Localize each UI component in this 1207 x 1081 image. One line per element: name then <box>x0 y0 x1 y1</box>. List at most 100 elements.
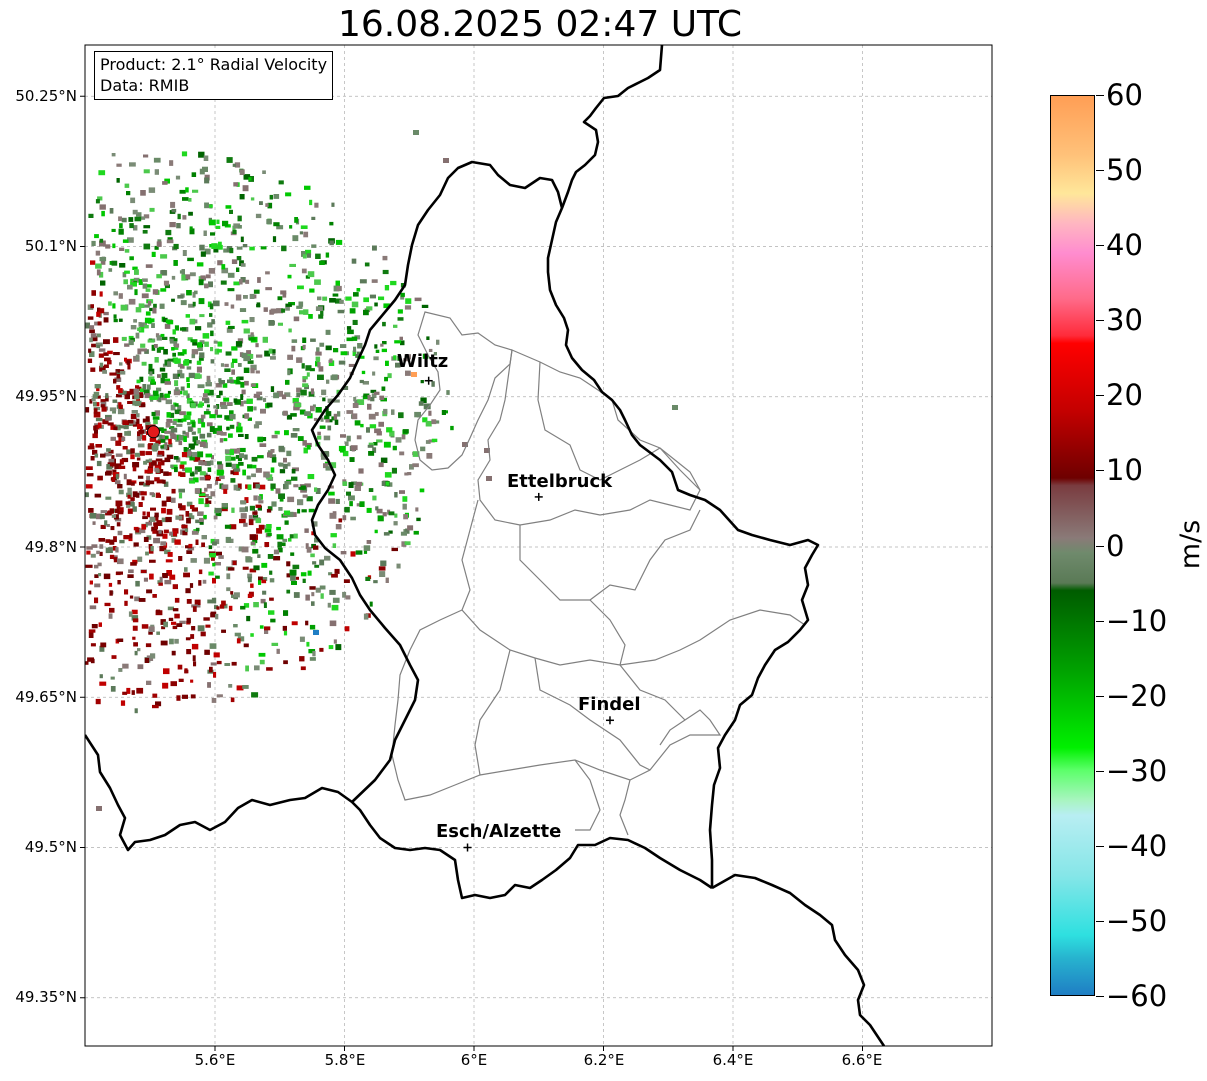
echo-pixel <box>276 526 281 531</box>
echo-pixel <box>177 352 185 356</box>
echo-pixel <box>132 400 136 406</box>
echo-pixel <box>168 442 173 448</box>
echo-pixel <box>96 311 101 317</box>
echo-pixel <box>314 487 318 492</box>
echo-pixel <box>112 243 116 249</box>
echo-pixel <box>340 448 344 453</box>
echo-pixel <box>484 448 490 453</box>
echo-pixel <box>155 440 161 445</box>
echo-pixel <box>257 505 262 511</box>
echo-pixel <box>89 513 97 519</box>
echo-pixel <box>278 445 285 452</box>
echo-pixel <box>363 309 369 316</box>
echo-pixel <box>217 463 224 470</box>
echo-pixel <box>369 424 377 429</box>
echo-pixel <box>203 514 207 519</box>
echo-pixel <box>116 163 122 167</box>
echo-pixel <box>279 542 286 546</box>
echo-pixel <box>110 526 115 531</box>
echo-pixel <box>305 249 312 256</box>
echo-pixel <box>109 208 114 214</box>
echo-pixel <box>215 512 222 517</box>
echo-pixel <box>204 398 210 404</box>
echo-pixel <box>325 419 330 423</box>
echo-pixel <box>156 387 162 392</box>
echo-pixel <box>175 515 183 520</box>
echo-pixel <box>300 225 308 229</box>
echo-pixel <box>151 344 156 351</box>
echo-pixel <box>160 445 168 450</box>
echo-pixel <box>215 575 220 579</box>
echo-pixel <box>243 522 248 527</box>
echo-pixel <box>258 524 265 530</box>
echo-pixel <box>204 487 208 492</box>
echo-pixel <box>310 338 316 342</box>
echo-pixel <box>354 335 361 340</box>
echo-pixel <box>247 576 252 583</box>
echo-pixel <box>145 288 151 292</box>
echo-pixel <box>151 461 157 466</box>
echo-pixel <box>153 419 158 425</box>
echo-pixel <box>414 297 422 302</box>
echo-pixel <box>186 411 192 416</box>
echo-pixel <box>247 593 253 598</box>
echo-pixel <box>305 594 310 601</box>
echo-pixel <box>163 378 171 382</box>
echo-pixel <box>188 513 193 519</box>
echo-pixel <box>186 393 190 399</box>
echo-pixel <box>143 225 151 229</box>
echo-pixel <box>152 416 160 420</box>
echo-pixel <box>89 605 97 610</box>
echo-pixel <box>108 268 113 272</box>
echo-pixel <box>222 383 228 388</box>
echo-pixel <box>393 324 398 328</box>
echo-pixel <box>270 467 275 473</box>
echo-pixel <box>311 216 316 220</box>
echo-pixel <box>192 301 196 307</box>
echo-pixel <box>209 204 213 208</box>
echo-pixel <box>236 487 241 491</box>
echo-pixel <box>131 690 135 695</box>
echo-pixel <box>220 401 227 407</box>
echo-pixel <box>379 571 386 577</box>
echo-pixel <box>290 552 295 556</box>
echo-pixel <box>169 531 173 536</box>
echo-pixel <box>237 455 242 462</box>
echo-pixel <box>231 369 235 375</box>
echo-pixel <box>378 421 384 427</box>
echo-pixel <box>89 580 93 585</box>
echo-pixel <box>185 527 189 532</box>
echo-pixel <box>338 360 346 365</box>
echo-pixel <box>161 372 168 379</box>
echo-pixel <box>351 301 359 308</box>
echo-pixel <box>285 303 292 307</box>
echo-pixel <box>247 464 253 469</box>
echo-pixel <box>94 234 99 239</box>
echo-pixel <box>301 509 307 513</box>
echo-pixel <box>301 251 306 257</box>
echo-pixel <box>384 285 390 291</box>
echo-pixel <box>335 239 343 245</box>
echo-pixel <box>249 246 255 251</box>
echo-pixel <box>322 296 328 301</box>
echo-pixel <box>174 638 179 644</box>
echo-pixel <box>281 308 286 313</box>
echo-pixel <box>276 308 284 314</box>
echo-pixel <box>240 400 244 407</box>
echo-pixel <box>145 459 151 463</box>
radar-echoes <box>85 130 678 811</box>
echo-pixel <box>238 433 244 437</box>
echo-pixel <box>249 293 255 299</box>
echo-pixel <box>219 483 224 489</box>
echo-pixel <box>152 289 159 295</box>
echo-pixel <box>237 483 242 490</box>
echo-pixel <box>444 410 448 414</box>
echo-pixel <box>127 364 131 370</box>
echo-pixel <box>95 250 101 256</box>
echo-pixel <box>252 511 258 515</box>
echo-pixel <box>221 264 226 270</box>
echo-pixel <box>348 495 355 501</box>
colorbar-tick-label: 0 <box>1106 529 1125 563</box>
echo-pixel <box>225 462 232 467</box>
echo-pixel <box>85 407 90 413</box>
